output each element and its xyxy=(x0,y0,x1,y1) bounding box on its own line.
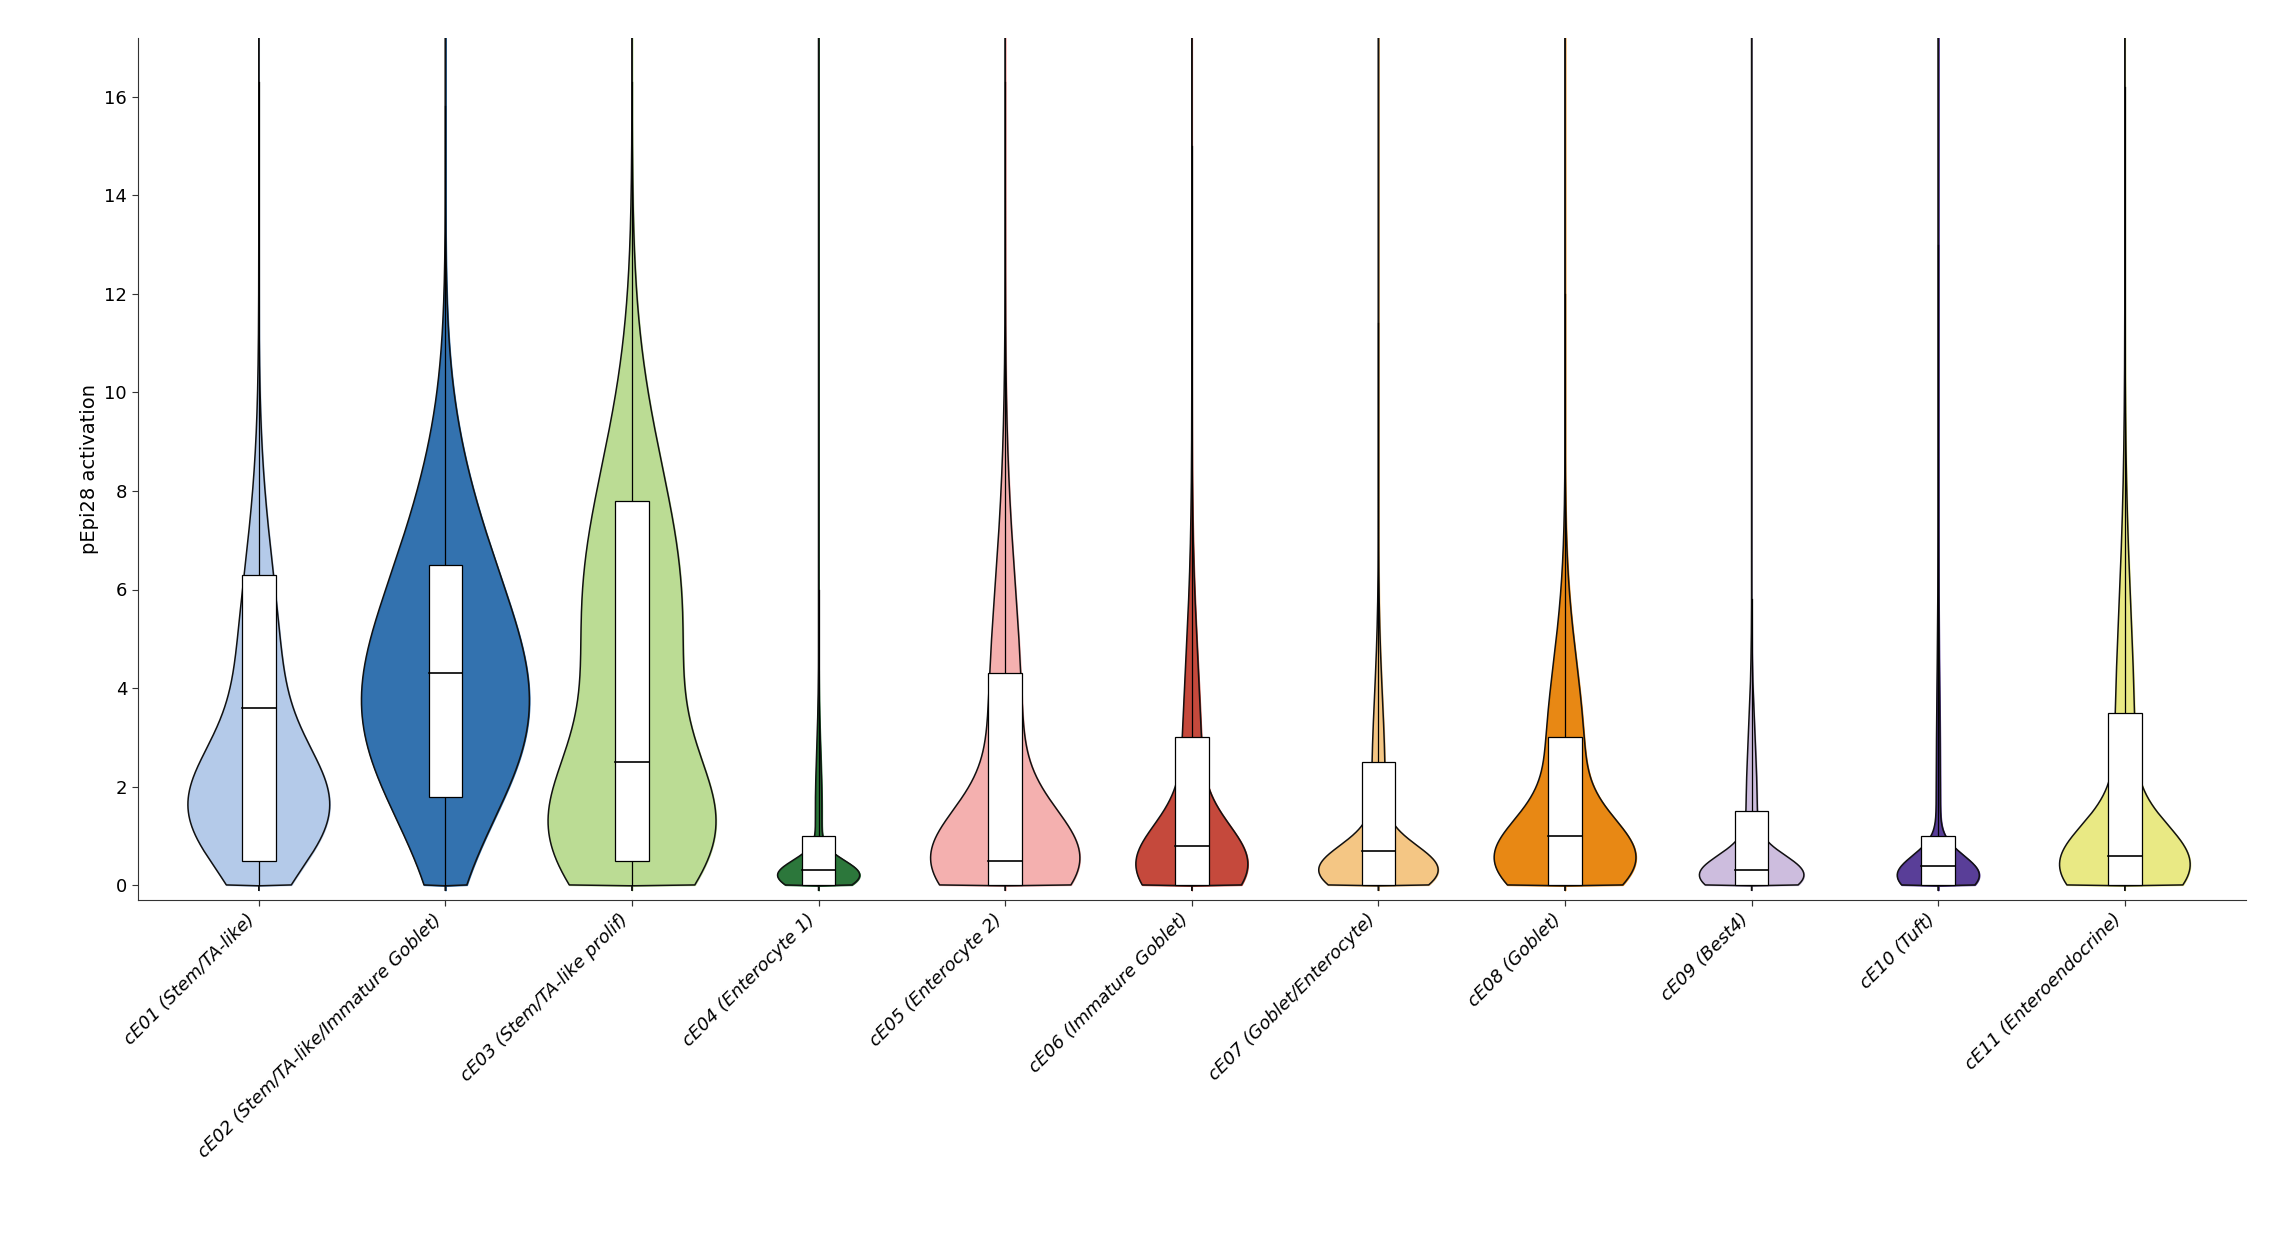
Bar xyxy=(614,501,649,860)
Bar xyxy=(1921,836,1955,885)
Bar xyxy=(243,575,275,860)
Bar xyxy=(1176,738,1208,885)
Bar xyxy=(429,565,463,796)
Bar xyxy=(1361,762,1396,885)
Bar xyxy=(1549,738,1581,885)
Bar xyxy=(2109,712,2141,885)
Bar xyxy=(802,836,834,885)
Bar xyxy=(988,674,1022,885)
Bar xyxy=(1735,811,1769,885)
Y-axis label: pEpi28 activation: pEpi28 activation xyxy=(80,384,99,554)
